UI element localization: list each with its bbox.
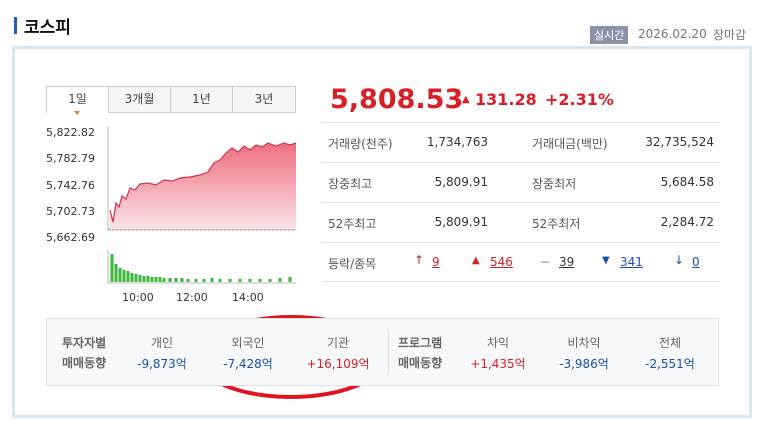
volume-bars — [110, 254, 292, 282]
investor-label: 매매동향 — [62, 356, 107, 370]
stat-value: 32,735,524 — [645, 135, 714, 149]
stat-label: 거래대금(백만) — [532, 137, 608, 151]
y-tick-label: 5,662.69 — [46, 231, 95, 244]
tab[interactable]: 3개월 — [108, 86, 171, 113]
program-value: +1,435억 — [470, 357, 526, 371]
investor-name: 개인 — [150, 336, 174, 350]
breadth-row: 등락/종목 ↑ 9 ▲ 546 − 39 ▼ 341 ↓ 0 — [322, 242, 720, 282]
stats-row: 52주최고 5,809.91 52주최저 2,284.72 — [322, 202, 720, 242]
flat-icon: − — [540, 255, 551, 269]
title-bar — [14, 17, 17, 34]
program-name: 전체 — [658, 336, 682, 350]
y-tick-label: 5,742.76 — [46, 179, 95, 192]
down-icon: ▼ — [602, 255, 610, 266]
investor-label: 투자자별 — [62, 336, 107, 350]
stats-row: 장중최고 5,809.91 장중최저 5,684.58 — [322, 162, 720, 202]
y-tick-label: 5,782.79 — [46, 152, 95, 165]
stat-value: 5,809.91 — [434, 175, 488, 189]
stat-label: 52주최저 — [532, 217, 581, 231]
x-tick-label: 14:00 — [232, 291, 264, 304]
program-name: 비차익 — [567, 336, 601, 350]
change-pct: +2.31% — [545, 90, 614, 109]
y-tick-label: 5,702.73 — [46, 205, 95, 218]
program-name: 차익 — [486, 336, 510, 350]
change: 131.28 — [475, 90, 537, 109]
price-area — [110, 143, 296, 229]
x-tick-label: 10:00 — [122, 291, 154, 304]
tab-marker — [74, 111, 80, 115]
stat-label: 52주최고 — [328, 217, 377, 231]
price: 5,808.53 — [330, 84, 464, 115]
down-count[interactable]: 341 — [620, 255, 643, 269]
investor-value: +16,109억 — [306, 357, 370, 371]
divider — [388, 330, 389, 374]
investor-name: 기관 — [326, 336, 350, 350]
market-status: 장마감 — [713, 28, 747, 42]
stats-row: 거래량(천주) 1,734,763 거래대금(백만) 32,735,524 — [322, 122, 720, 162]
main-panel — [12, 46, 752, 418]
stat-label: 장중최고 — [328, 177, 373, 191]
flow-panel — [46, 318, 719, 386]
breadth-label: 등락/종목 — [328, 257, 377, 271]
lower-limit-icon: ↓ — [674, 253, 685, 267]
up-arrow: ▲ — [462, 94, 470, 105]
stat-value: 5,809.91 — [434, 215, 488, 229]
flat-count[interactable]: 39 — [559, 255, 575, 269]
investor-value: -9,873억 — [137, 357, 187, 371]
upper-limit-icon: ↑ — [414, 253, 425, 267]
tab[interactable]: 3년 — [232, 86, 296, 113]
up-count[interactable]: 546 — [490, 255, 513, 269]
y-tick-label: 5,822.82 — [46, 126, 95, 139]
stat-value: 1,734,763 — [426, 135, 488, 149]
program-value: -2,551억 — [645, 357, 695, 371]
upper-limit-count[interactable]: 9 — [432, 255, 440, 269]
program-label: 프로그램 — [398, 336, 443, 350]
chart-frame — [107, 126, 296, 231]
investor-name: 외국인 — [231, 336, 265, 350]
program-label: 매매동향 — [398, 356, 443, 370]
lower-limit-count[interactable]: 0 — [692, 255, 700, 269]
stat-label: 거래량(천주) — [328, 137, 393, 151]
stat-value: 2,284.72 — [660, 215, 714, 229]
realtime-badge: 실시간 — [590, 26, 629, 44]
price-line — [109, 142, 297, 223]
stat-value: 5,684.58 — [660, 175, 714, 189]
stat-label: 장중최저 — [532, 177, 577, 191]
page-title: 코스피 — [24, 18, 71, 38]
volume-frame — [107, 250, 296, 284]
investor-value: -7,428억 — [223, 357, 273, 371]
date: 2026.02.20 — [638, 27, 707, 41]
program-value: -3,986억 — [559, 357, 609, 371]
x-tick-label: 12:00 — [176, 291, 208, 304]
tab[interactable]: 1년 — [170, 86, 233, 113]
up-icon: ▲ — [472, 255, 480, 266]
